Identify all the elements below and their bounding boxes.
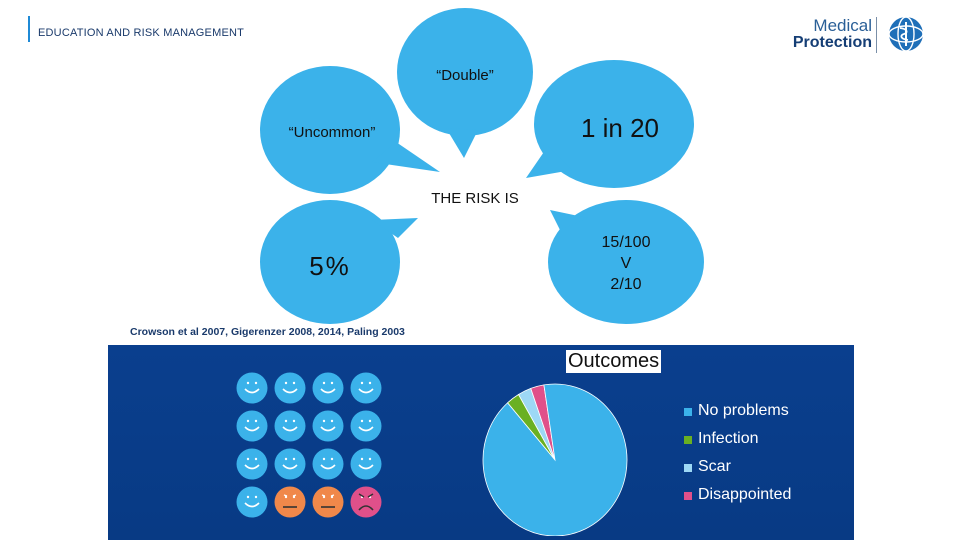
outcomes-title: Outcomes (566, 350, 662, 373)
citation: Crowson et al 2007, Gigerenzer 2008, 201… (130, 326, 405, 338)
outcomes-panel (108, 345, 854, 540)
legend-label: Disappointed (698, 486, 792, 503)
happy-face-icon (236, 372, 268, 404)
happy-face-icon (350, 410, 382, 442)
bubble-uncommon-text: “Uncommon” (288, 124, 376, 141)
happy-face-icon (312, 372, 344, 404)
happy-face-icon (312, 410, 344, 442)
legend-swatch (684, 408, 692, 416)
pie-slice-no-problems (482, 383, 628, 536)
fraction-line3: 2/10 (610, 276, 642, 293)
fraction-line2: V (620, 255, 632, 272)
happy-face-icon (236, 410, 268, 442)
bubble-fraction-text: 15/100 V 2/10 (576, 232, 676, 295)
bubble-5-percent-text: 5% (309, 251, 351, 281)
sad-face-icon (350, 486, 382, 518)
logo-line2: Protection (792, 34, 872, 51)
happy-face-icon (350, 372, 382, 404)
logo-wordmark: Medical Protection (793, 17, 872, 51)
section-label: EDUCATION AND RISK MANAGEMENT (38, 27, 245, 39)
legend-swatch (684, 436, 692, 444)
legend-label: No problems (698, 402, 789, 419)
outcomes-pie-chart (482, 383, 628, 536)
bubble-1-in-20 (526, 60, 694, 188)
legend-swatch (684, 492, 692, 500)
happy-face-icon (274, 448, 306, 480)
caduceus-globe-icon (888, 16, 924, 52)
bubble-double-text: “Double” (436, 67, 494, 84)
bubble-fraction (548, 200, 704, 324)
medical-protection-logo: Medical Protection (784, 14, 944, 58)
neutral-face-icon (274, 486, 306, 518)
bubble-1-in-20-text: 1 in 20 (580, 113, 660, 143)
legend-swatch (684, 464, 692, 472)
legend-label: Infection (698, 430, 759, 447)
bubble-5-percent (260, 200, 418, 324)
bubble-uncommon (260, 66, 440, 194)
happy-face-icon (274, 372, 306, 404)
happy-face-icon (236, 448, 268, 480)
happy-face-icon (236, 486, 268, 518)
fraction-line1: 15/100 (601, 234, 651, 251)
the-risk-is-heading: THE RISK IS (431, 190, 519, 207)
bubble-double (397, 8, 533, 158)
happy-face-icon (350, 448, 382, 480)
logo-divider (876, 17, 877, 53)
happy-face-icon (312, 448, 344, 480)
header-accent-bar (28, 16, 30, 42)
logo-line1: Medical (813, 16, 872, 35)
happy-face-icon (274, 410, 306, 442)
neutral-face-icon (312, 486, 344, 518)
legend-label: Scar (698, 458, 731, 475)
